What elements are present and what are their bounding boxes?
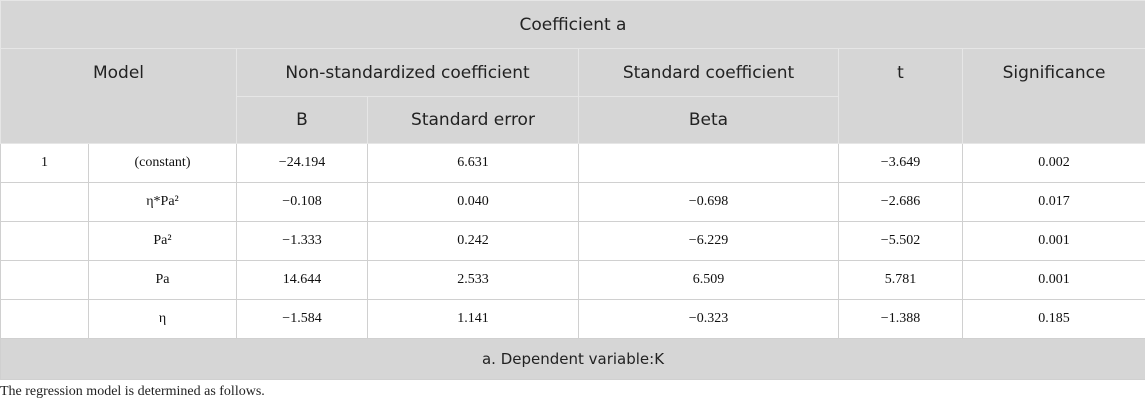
table-row: Pa 14.644 2.533 6.509 5.781 0.001 bbox=[0, 260, 1145, 300]
table-cell: (constant) bbox=[88, 143, 237, 183]
header-cell: B bbox=[236, 96, 368, 144]
table-cell: 0.001 bbox=[961, 260, 1145, 300]
table-cell: −1.388 bbox=[838, 299, 963, 339]
table-row: 1 (constant) −24.194 6.631 −3.649 0.002 bbox=[0, 143, 1145, 183]
table-cell bbox=[0, 221, 89, 261]
header-cell: Non-standardized coefficient bbox=[236, 48, 579, 97]
table-cell: 1.141 bbox=[367, 299, 579, 339]
table-cell bbox=[0, 260, 89, 300]
table-cell: −2.686 bbox=[838, 182, 963, 222]
header-cell: Beta bbox=[578, 96, 839, 144]
table-cell: 5.781 bbox=[838, 260, 963, 300]
table-cell: 0.017 bbox=[961, 182, 1145, 222]
table-cell: 14.644 bbox=[236, 260, 368, 300]
table-row: Pa² −1.333 0.242 −6.229 −5.502 0.001 bbox=[0, 221, 1145, 261]
header-cell: t bbox=[838, 48, 963, 144]
coefficient-table: Coefficient a Model Non-standardized coe… bbox=[0, 0, 1145, 380]
table-cell: −0.108 bbox=[236, 182, 368, 222]
table-cell bbox=[578, 143, 839, 183]
footnote: a. Dependent variable:K bbox=[0, 338, 1145, 380]
table-cell bbox=[0, 299, 89, 339]
table-cell: Pa bbox=[88, 260, 237, 300]
table-cell: 1 bbox=[0, 143, 89, 183]
table-cell: 2.533 bbox=[367, 260, 579, 300]
table-cell: −3.649 bbox=[838, 143, 963, 183]
table-cell: 0.242 bbox=[367, 221, 579, 261]
header-cell: Standard error bbox=[367, 96, 579, 144]
table-cell bbox=[0, 182, 89, 222]
footnote-row: a. Dependent variable:K bbox=[0, 338, 1145, 380]
header-cell: Significance bbox=[961, 48, 1145, 144]
table-cell: Pa² bbox=[88, 221, 237, 261]
table-cell: −6.229 bbox=[578, 221, 839, 261]
table-cell: η bbox=[88, 299, 237, 339]
table-cell: 0.185 bbox=[961, 299, 1145, 339]
table-cell: 0.002 bbox=[961, 143, 1145, 183]
header-cell: Model bbox=[0, 48, 237, 144]
table-cell: η*Pa² bbox=[88, 182, 237, 222]
table-cell: −1.584 bbox=[236, 299, 368, 339]
table-cell: 6.631 bbox=[367, 143, 579, 183]
table-cell: 0.040 bbox=[367, 182, 579, 222]
table-title: Coefficient a bbox=[0, 0, 1145, 49]
table-cell: −0.698 bbox=[578, 182, 839, 222]
table-row: η*Pa² −0.108 0.040 −0.698 −2.686 0.017 bbox=[0, 182, 1145, 222]
table-cell: 0.001 bbox=[961, 221, 1145, 261]
table-cell: −5.502 bbox=[838, 221, 963, 261]
header-cell: Standard coefficient bbox=[578, 48, 839, 97]
table-cell: −1.333 bbox=[236, 221, 368, 261]
table-cell: −0.323 bbox=[578, 299, 839, 339]
table-row: η −1.584 1.141 −0.323 −1.388 0.185 bbox=[0, 299, 1145, 339]
table-cell: −24.194 bbox=[236, 143, 368, 183]
note: The regression model is determined as fo… bbox=[0, 384, 265, 399]
table-cell: 6.509 bbox=[578, 260, 839, 300]
